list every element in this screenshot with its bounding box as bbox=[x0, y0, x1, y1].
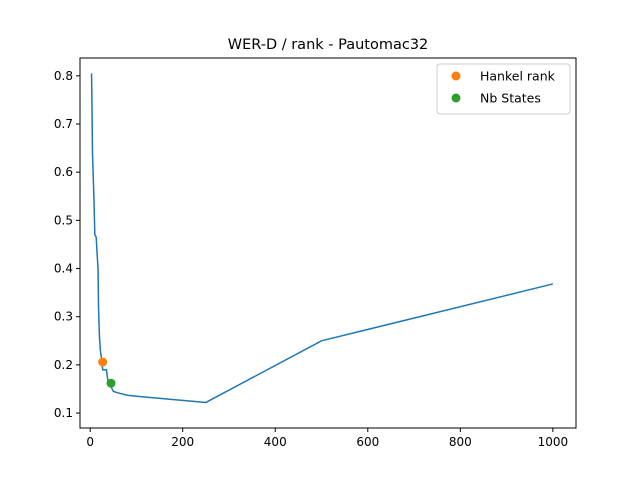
chart-title: WER-D / rank - Pautomac32 bbox=[228, 37, 429, 53]
x-tick-label: 800 bbox=[449, 435, 472, 449]
x-tick-label: 200 bbox=[171, 435, 194, 449]
legend: Hankel rank Nb States bbox=[436, 63, 571, 115]
y-tick-label: 0.2 bbox=[54, 358, 73, 372]
legend-marker bbox=[451, 71, 461, 81]
x-tick-label: 400 bbox=[264, 435, 287, 449]
y-tick-label: 0.4 bbox=[54, 262, 73, 276]
axes-frame bbox=[79, 57, 577, 429]
series-point bbox=[98, 357, 108, 367]
legend-label: Nb States bbox=[480, 91, 541, 106]
legend-marker bbox=[451, 93, 461, 103]
y-tick-label: 0.8 bbox=[54, 69, 73, 83]
y-tick-label: 0.1 bbox=[54, 406, 73, 420]
y-tick-label: 0.7 bbox=[54, 117, 73, 131]
x-tick-label: 600 bbox=[356, 435, 379, 449]
y-tick-label: 0.5 bbox=[54, 213, 73, 227]
y-tick-label: 0.6 bbox=[54, 165, 73, 179]
x-tick-label: 1000 bbox=[538, 435, 569, 449]
series-point bbox=[106, 378, 116, 388]
legend-label: Hankel rank bbox=[480, 69, 556, 84]
legend-box bbox=[436, 63, 571, 115]
plot-area bbox=[90, 73, 554, 404]
series-line bbox=[90, 73, 554, 404]
y-tick-label: 0.3 bbox=[54, 310, 73, 324]
x-tick-label: 0 bbox=[86, 435, 94, 449]
